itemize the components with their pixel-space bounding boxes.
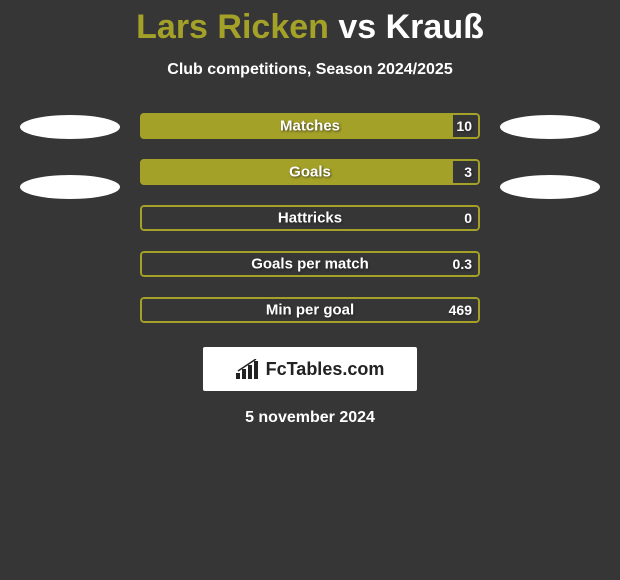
- stat-label: Goals per match: [251, 256, 369, 273]
- source-text: FcTables.com: [266, 359, 385, 380]
- side-ellipse: [20, 175, 120, 199]
- side-ellipse: [500, 175, 600, 199]
- stat-value: 469: [449, 302, 472, 318]
- right-ellipse-col: [500, 113, 600, 323]
- stat-label: Matches: [280, 118, 340, 135]
- stat-row: Min per goal 469: [140, 297, 480, 323]
- stat-label: Min per goal: [266, 302, 354, 319]
- stat-value: 0: [464, 210, 472, 226]
- title-vs: vs: [329, 8, 386, 46]
- comparison-infographic: Lars Ricken vs Krauß Club competitions, …: [0, 0, 620, 427]
- left-ellipse-col: [20, 113, 120, 323]
- stat-label: Hattricks: [278, 210, 342, 227]
- subtitle: Club competitions, Season 2024/2025: [167, 61, 452, 79]
- player2-name: Krauß: [386, 8, 484, 46]
- side-ellipse: [20, 115, 120, 139]
- side-ellipse: [500, 115, 600, 139]
- stat-row: Matches 10: [140, 113, 480, 139]
- stat-row: Goals per match 0.3: [140, 251, 480, 277]
- stat-bars: Matches 10 Goals 3 Hattricks 0 Goals per match…: [140, 113, 480, 323]
- source-badge: FcTables.com: [203, 347, 417, 391]
- footer-date: 5 november 2024: [245, 409, 375, 427]
- stat-row: Goals 3: [140, 159, 480, 185]
- stat-label: Goals: [289, 164, 331, 181]
- player1-name: Lars Ricken: [136, 8, 329, 46]
- stat-row: Hattricks 0: [140, 205, 480, 231]
- stat-value: 3: [464, 164, 472, 180]
- bar-chart-icon: [236, 359, 260, 379]
- stat-value: 10: [456, 118, 472, 134]
- stats-chart: Matches 10 Goals 3 Hattricks 0 Goals per match…: [0, 113, 620, 323]
- page-title: Lars Ricken vs Krauß: [136, 8, 484, 47]
- stat-value: 0.3: [453, 256, 472, 272]
